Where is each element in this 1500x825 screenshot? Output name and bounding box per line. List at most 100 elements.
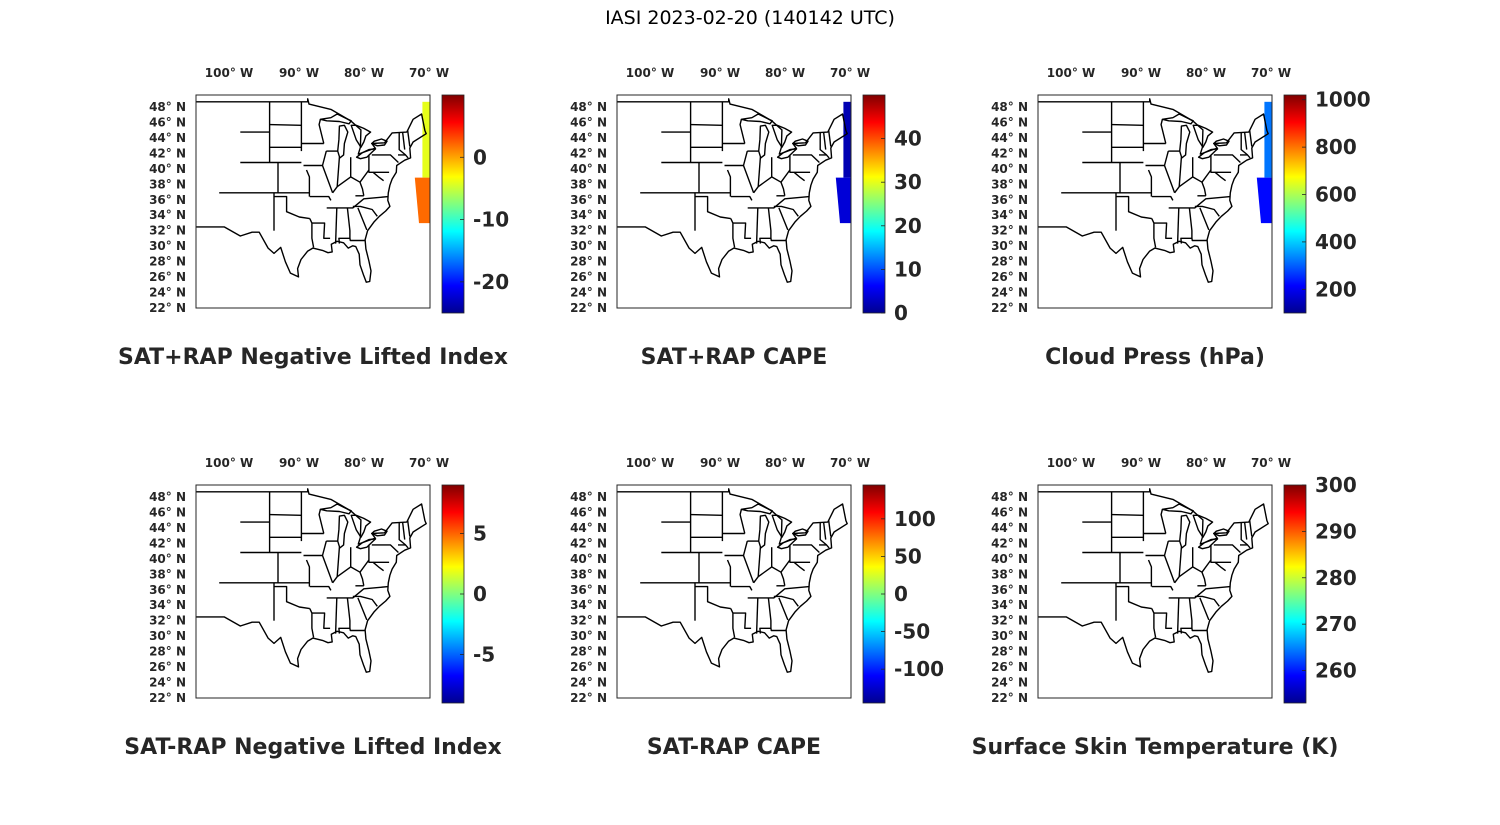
state-boundary bbox=[755, 597, 759, 634]
latitude-tick-label: 46° N bbox=[991, 115, 1028, 129]
state-boundary bbox=[753, 176, 786, 196]
colorbar-tick-label: 290 bbox=[1315, 519, 1357, 543]
latitude-tick-label: 38° N bbox=[991, 567, 1028, 581]
latitude-tick-label: 26° N bbox=[149, 660, 186, 674]
state-boundary bbox=[1116, 195, 1152, 220]
state-boundary bbox=[274, 195, 310, 220]
map-plot: 100° W 90° W 80° W 70° W 48° N46° N 44° N42° … bbox=[991, 66, 1371, 315]
state-boundary bbox=[1168, 195, 1231, 209]
great-lake bbox=[319, 113, 352, 125]
latitude-tick-label: 24° N bbox=[570, 286, 607, 300]
latitude-tick-label: 40° N bbox=[570, 162, 607, 176]
state-boundary bbox=[318, 119, 325, 144]
state-boundary bbox=[1153, 222, 1173, 240]
state-boundary bbox=[326, 195, 389, 209]
state-boundary bbox=[401, 522, 406, 540]
swath-north bbox=[1264, 101, 1272, 178]
colorbar-tick-label: -20 bbox=[473, 270, 509, 294]
latitude-tick-label: 32° N bbox=[149, 614, 186, 628]
state-boundary bbox=[1240, 544, 1251, 549]
latitude-tick-label: 44° N bbox=[149, 131, 186, 145]
longitude-tick-label: 100° W bbox=[205, 456, 253, 470]
latitude-tick-label: 30° N bbox=[570, 629, 607, 643]
state-boundary bbox=[1147, 169, 1153, 197]
map-plot: 100° W 90° W 80° W 70° W 48° N46° N 44° N42° … bbox=[570, 66, 922, 325]
state-boundary bbox=[757, 157, 762, 187]
state-boundary bbox=[819, 522, 827, 546]
latitude-tick-label: 38° N bbox=[570, 567, 607, 581]
latitude-tick-label: 24° N bbox=[991, 676, 1028, 690]
great-lake bbox=[319, 503, 352, 515]
state-boundary bbox=[1180, 597, 1193, 634]
map-background bbox=[1038, 95, 1272, 308]
swath-north bbox=[843, 101, 851, 178]
state-boundary bbox=[778, 597, 789, 621]
longitude-tick-label: 70° W bbox=[1251, 66, 1291, 80]
state-boundary bbox=[792, 544, 820, 554]
latitude-tick-label: 30° N bbox=[991, 239, 1028, 253]
latitude-tick-label: 42° N bbox=[570, 536, 607, 550]
state-boundary bbox=[398, 132, 406, 156]
colorbar-tick-label: 400 bbox=[1315, 230, 1357, 254]
panel-title: Surface Skin Temperature (K) bbox=[971, 735, 1339, 760]
state-boundary bbox=[1147, 559, 1153, 587]
longitude-tick-label: 90° W bbox=[1121, 66, 1161, 80]
state-boundary bbox=[1111, 123, 1144, 126]
colorbar-tick-label: 40 bbox=[894, 127, 922, 151]
us-state-boundaries bbox=[196, 98, 427, 283]
state-boundary bbox=[359, 559, 370, 573]
state-boundary bbox=[1191, 238, 1207, 242]
swath-south bbox=[835, 177, 851, 224]
panel-title: SAT+RAP Negative Lifted Index bbox=[118, 345, 508, 370]
latitude-tick-label: 26° N bbox=[149, 270, 186, 284]
great-lake bbox=[371, 138, 388, 147]
latitude-tick-label: 34° N bbox=[149, 208, 186, 222]
state-boundary bbox=[1160, 119, 1167, 144]
map-background bbox=[196, 95, 430, 308]
state-boundary bbox=[349, 238, 365, 242]
state-boundary bbox=[822, 522, 827, 540]
state-boundary bbox=[332, 176, 365, 196]
longitude-tick-label: 70° W bbox=[409, 456, 449, 470]
longitude-tick-label: 80° W bbox=[765, 66, 805, 80]
latitude-tick-label: 28° N bbox=[991, 645, 1028, 659]
state-boundary bbox=[401, 132, 406, 150]
latitude-tick-label: 22° N bbox=[991, 301, 1028, 315]
state-boundary bbox=[1178, 157, 1183, 187]
state-boundary bbox=[309, 218, 315, 248]
colorbar-tick-label: 10 bbox=[894, 257, 922, 281]
state-boundary bbox=[695, 195, 731, 220]
state-boundary bbox=[1210, 154, 1232, 174]
colorbar-tick-label: 30 bbox=[894, 170, 922, 194]
state-boundary bbox=[822, 132, 827, 150]
colorbar-tick-label: -100 bbox=[894, 657, 944, 681]
latitude-tick-label: 22° N bbox=[149, 301, 186, 315]
state-boundary bbox=[1176, 207, 1180, 244]
latitude-tick-label: 24° N bbox=[570, 676, 607, 690]
colorbar-tick-label: 100 bbox=[894, 507, 936, 531]
state-boundary bbox=[730, 218, 736, 248]
state-boundary bbox=[1249, 130, 1253, 147]
great-lake bbox=[792, 528, 809, 537]
state-boundary bbox=[1153, 612, 1173, 630]
latitude-tick-label: 32° N bbox=[149, 224, 186, 238]
longitude-tick-label: 100° W bbox=[626, 456, 674, 470]
state-boundary bbox=[1111, 513, 1144, 516]
satellite-swath bbox=[1256, 101, 1272, 224]
latitude-tick-label: 44° N bbox=[149, 521, 186, 535]
state-boundary bbox=[372, 561, 385, 572]
colorbar-tick-label: 5 bbox=[473, 521, 487, 545]
state-boundary bbox=[773, 205, 799, 217]
longitude-tick-label: 100° W bbox=[205, 66, 253, 80]
latitude-tick-label: 42° N bbox=[149, 536, 186, 550]
latitude-tick-label: 44° N bbox=[570, 521, 607, 535]
latitude-tick-label: 48° N bbox=[570, 100, 607, 114]
colorbar bbox=[1283, 94, 1307, 314]
panel-title: SAT-RAP CAPE bbox=[646, 735, 822, 760]
great-lake bbox=[758, 514, 770, 549]
panel-title: Cloud Press (hPa) bbox=[1045, 345, 1265, 370]
great-lake bbox=[337, 514, 349, 549]
state-boundary bbox=[352, 205, 378, 217]
latitude-tick-label: 30° N bbox=[991, 629, 1028, 643]
latitude-tick-label: 36° N bbox=[991, 193, 1028, 207]
